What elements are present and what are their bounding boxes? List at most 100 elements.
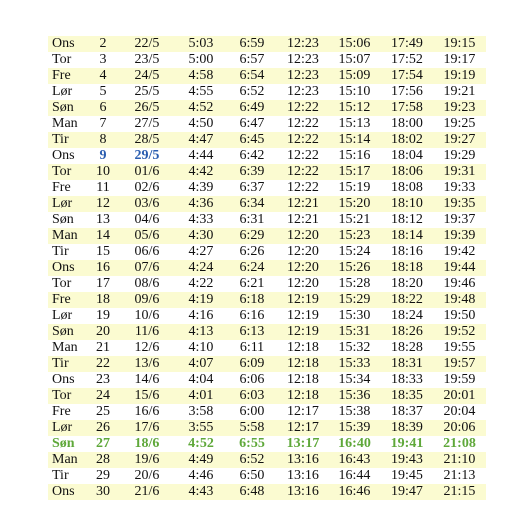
day-number-cell: 9: [99, 148, 107, 163]
time-3-cell: 12:17: [287, 404, 319, 419]
time-4-cell: 15:26: [328, 260, 381, 276]
time-1-cell: 4:55: [188, 84, 214, 99]
time-4-cell: 15:24: [338, 244, 371, 259]
table-row: Tor 24 15/6 4:01 6:03 12:18 15:36 18:35 20:01: [48, 388, 486, 404]
date-cell: 18/6: [134, 436, 160, 451]
time-5-cell: 18:35: [381, 388, 433, 404]
time-1-cell: 4:01: [176, 388, 226, 404]
time-3-cell: 12:23: [278, 68, 328, 84]
time-3-cell: 12:22: [287, 148, 319, 163]
table-row: Tor 3 23/5 5:00 6:57 12:23 15:07 17:52 19:17: [48, 52, 486, 68]
time-4-cell: 15:16: [338, 148, 371, 163]
time-6-cell: 19:27: [433, 132, 486, 148]
prayer-times-table: Ons 2 22/5 5:03 6:59 12:23 15:06 17:49 19:15 Tor 3…: [48, 36, 486, 500]
weekday-cell: Lør: [52, 308, 73, 323]
time-5-cell: 18:31: [381, 356, 433, 372]
time-5-cell: 18:37: [391, 404, 423, 419]
date-cell: 28/5: [118, 132, 176, 148]
date-cell: 06/6: [134, 244, 160, 259]
time-2-cell: 6:47: [239, 116, 265, 131]
table-row: Ons 30 21/6 4:43 6:48 13:16 16:46 19:47 21:15: [48, 484, 486, 500]
date-cell: 23/5: [134, 52, 160, 67]
time-6-cell: 20:01: [433, 388, 486, 404]
time-5-cell: 18:22: [381, 292, 433, 308]
day-number-cell: 27: [96, 436, 110, 451]
time-4-cell: 15:13: [338, 116, 371, 131]
weekday-cell: Fre: [48, 292, 88, 308]
time-1-cell: 4:30: [176, 228, 226, 244]
table-row: Ons 2 22/5 5:03 6:59 12:23 15:06 17:49 19:15: [48, 36, 486, 52]
weekday-cell: Tor: [48, 164, 88, 180]
time-1-cell: 5:03: [176, 36, 226, 52]
time-3-cell: 12:23: [287, 84, 319, 99]
time-1-cell: 4:10: [188, 340, 214, 355]
day-number-cell: 28: [88, 452, 118, 468]
time-4-cell: 15:07: [338, 52, 371, 67]
time-4-cell: 15:31: [328, 324, 381, 340]
time-3-cell: 12:22: [278, 100, 328, 116]
time-6-cell: 19:35: [433, 196, 486, 212]
time-1-cell: 4:44: [188, 148, 214, 163]
time-4-cell: 16:46: [328, 484, 381, 500]
time-4-cell: 16:44: [338, 468, 371, 483]
time-1-cell: 4:42: [176, 164, 226, 180]
weekday-cell: Lør: [48, 196, 88, 212]
time-5-cell: 18:26: [381, 324, 433, 340]
weekday-cell: Ons: [52, 148, 75, 163]
date-cell: 22/5: [118, 36, 176, 52]
time-2-cell: 6:55: [239, 436, 265, 451]
day-number-cell: 11: [96, 180, 110, 195]
time-6-cell: 19:29: [443, 148, 476, 163]
table-row: Lør 26 17/6 3:55 5:58 12:17 15:39 18:39 20:06: [48, 420, 486, 436]
time-6-cell: 19:17: [443, 52, 476, 67]
time-3-cell: 12:19: [278, 292, 328, 308]
time-6-cell: 19:15: [433, 36, 486, 52]
date-cell: 14/6: [134, 372, 160, 387]
date-cell: 09/6: [118, 292, 176, 308]
time-5-cell: 18:28: [391, 340, 423, 355]
date-cell: 20/6: [134, 468, 160, 483]
time-5-cell: 18:04: [391, 148, 423, 163]
time-6-cell: 20:04: [443, 404, 476, 419]
day-number-cell: 5: [99, 84, 107, 99]
time-3-cell: 12:18: [287, 372, 319, 387]
weekday-cell: Fre: [48, 68, 88, 84]
time-3-cell: 12:20: [287, 276, 319, 291]
time-2-cell: 6:50: [239, 468, 265, 483]
table-row: Ons 9 29/5 4:44 6:42 12:22 15:16 18:04 19:29: [48, 148, 486, 164]
time-4-cell: 15:23: [328, 228, 381, 244]
time-3-cell: 12:22: [287, 180, 319, 195]
time-2-cell: 6:18: [226, 292, 278, 308]
table-row: Tor 17 08/6 4:22 6:21 12:20 15:28 18:20 19:46: [48, 276, 486, 292]
time-2-cell: 6:29: [226, 228, 278, 244]
time-4-cell: 15:14: [328, 132, 381, 148]
time-6-cell: 21:13: [443, 468, 476, 483]
day-number-cell: 20: [88, 324, 118, 340]
time-1-cell: 4:46: [188, 468, 214, 483]
time-3-cell: 13:16: [278, 452, 328, 468]
time-5-cell: 17:56: [391, 84, 423, 99]
time-1-cell: 3:58: [188, 404, 214, 419]
time-3-cell: 12:22: [278, 132, 328, 148]
time-4-cell: 15:17: [328, 164, 381, 180]
time-5-cell: 18:12: [391, 212, 423, 227]
time-2-cell: 6:37: [239, 180, 265, 195]
date-cell: 05/6: [118, 228, 176, 244]
time-3-cell: 12:19: [287, 308, 319, 323]
weekday-cell: Lør: [48, 420, 88, 436]
table-row: Tir 15 06/6 4:27 6:26 12:20 15:24 18:16 19:42: [48, 244, 486, 260]
day-number-cell: 14: [88, 228, 118, 244]
time-4-cell: 15:12: [328, 100, 381, 116]
day-number-cell: 24: [88, 388, 118, 404]
time-2-cell: 6:24: [226, 260, 278, 276]
weekday-cell: Ons: [48, 484, 88, 500]
time-1-cell: 4:22: [188, 276, 214, 291]
day-number-cell: 21: [96, 340, 110, 355]
weekday-cell: Man: [52, 340, 78, 355]
time-5-cell: 17:58: [381, 100, 433, 116]
day-number-cell: 22: [88, 356, 118, 372]
table-row: Søn 27 18/6 4:52 6:55 13:17 16:40 19:41 21:08: [48, 436, 486, 452]
weekday-cell: Søn: [48, 324, 88, 340]
time-2-cell: 6:03: [226, 388, 278, 404]
